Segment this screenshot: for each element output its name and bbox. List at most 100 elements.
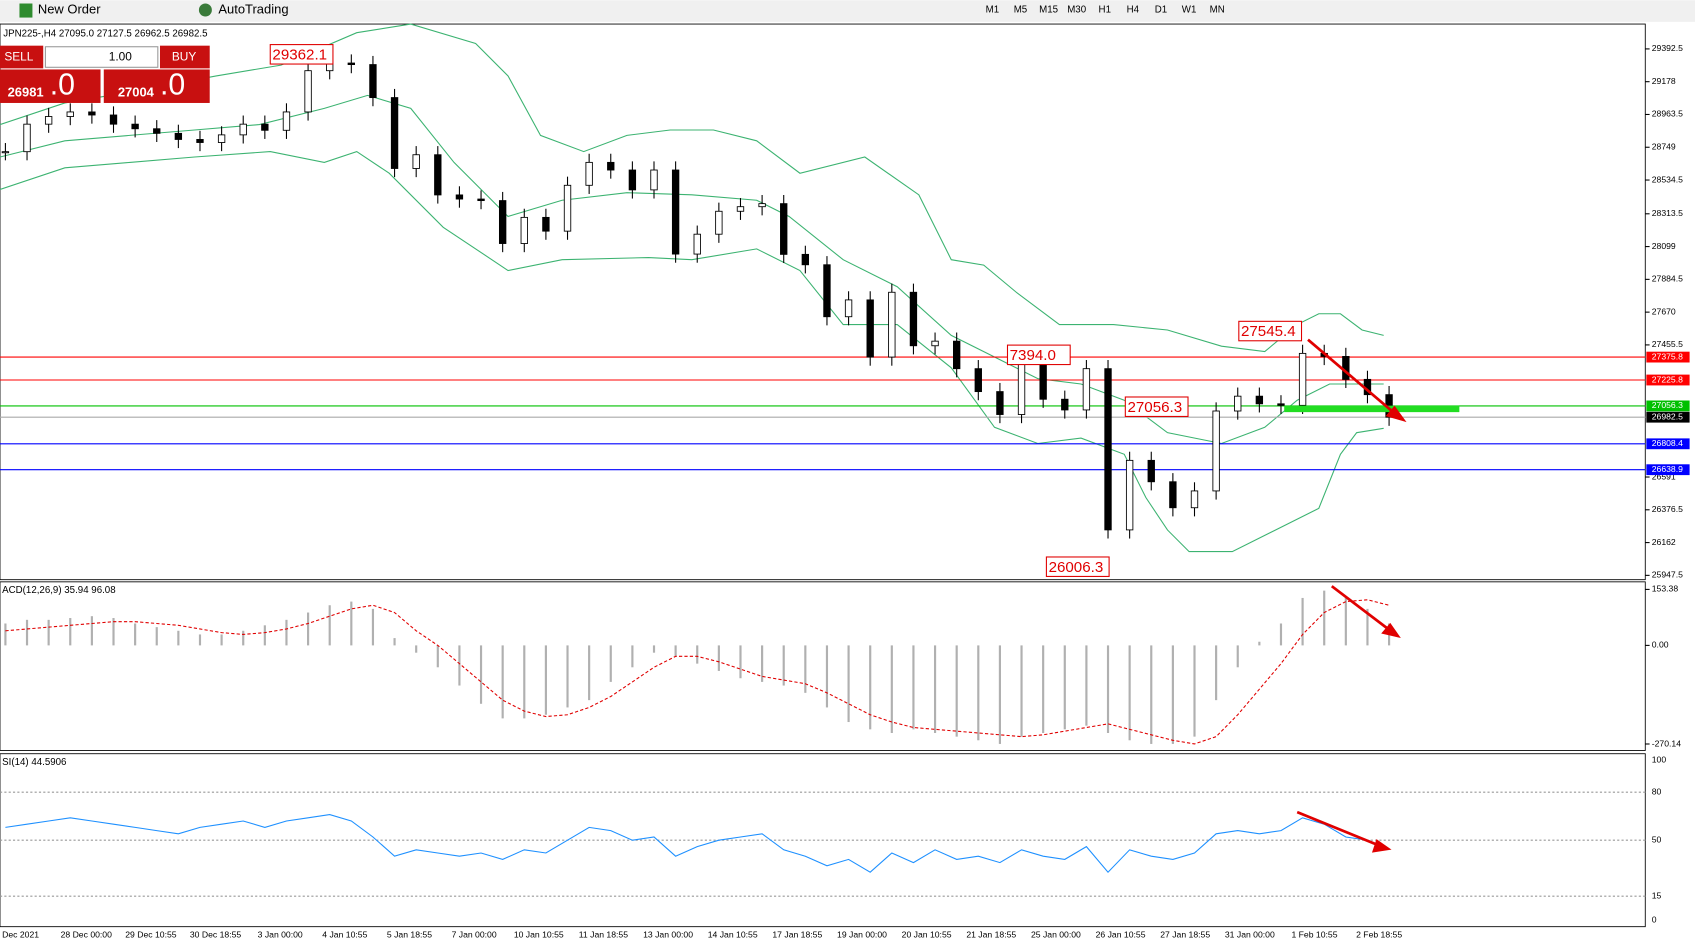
candle-body	[131, 123, 139, 130]
annotation-box	[1238, 320, 1303, 342]
time-label: 5 Jan 18:55	[387, 930, 432, 940]
time-label: 4 Jan 10:55	[322, 930, 367, 940]
lot-input[interactable]	[44, 46, 159, 68]
time-label: 14 Jan 10:55	[708, 930, 758, 940]
price-pane	[0, 23, 1646, 581]
timeframe-button[interactable]: M15	[1039, 5, 1058, 16]
time-label: 20 Jan 10:55	[902, 930, 952, 940]
macd-histogram-bar	[890, 645, 893, 733]
macd-histogram-bar	[1063, 645, 1066, 730]
timeframe-button[interactable]: MN	[1210, 5, 1225, 16]
macd-histogram-bar	[371, 608, 375, 646]
candle-body	[412, 154, 420, 169]
y-tick-label: 27884.5	[1652, 274, 1683, 284]
timeframe-button[interactable]: W1	[1182, 5, 1197, 16]
macd-histogram-bar	[1258, 641, 1261, 646]
price-level-label: 27225.8	[1652, 374, 1683, 384]
price-level-label: 26982.5	[1652, 411, 1683, 421]
arrow-head	[1381, 622, 1401, 639]
y-tick-label: 28534.5	[1652, 174, 1683, 184]
y-tick-label: 26162	[1652, 537, 1676, 547]
macd-histogram-bar	[1042, 645, 1045, 733]
macd-histogram-bar	[479, 645, 483, 704]
lot-value[interactable]: 1.00	[109, 50, 133, 64]
candle-body	[585, 161, 593, 186]
macd-histogram-bar	[47, 619, 50, 646]
candle-body	[282, 111, 291, 131]
macd-histogram-bar	[825, 645, 829, 708]
sell-button[interactable]	[0, 45, 44, 69]
new-order-button[interactable]: New Order	[38, 1, 101, 16]
candle-body	[369, 64, 377, 99]
candle-body	[758, 203, 766, 208]
timeframe-button[interactable]: H4	[1127, 5, 1140, 16]
y-tick-label: 50	[1652, 834, 1662, 844]
macd-histogram-bar	[761, 645, 764, 682]
timeframe-button[interactable]: M5	[1014, 5, 1028, 16]
timeframe-button[interactable]: D1	[1155, 5, 1167, 16]
macd-histogram-bar	[1085, 645, 1088, 726]
timeframe-button[interactable]: M30	[1067, 5, 1087, 16]
candle-body	[801, 253, 810, 266]
buy-price-box[interactable]	[103, 69, 210, 103]
macd-histogram-bar	[285, 619, 288, 646]
price-annotation: 26006.3	[1049, 559, 1104, 576]
macd-histogram-bar	[220, 634, 223, 646]
time-label: 2 Feb 18:55	[1356, 930, 1402, 940]
price-annotation: 27545.4	[1241, 323, 1296, 340]
price-level-tag	[1646, 411, 1690, 423]
sell-label[interactable]: SELL	[4, 50, 33, 64]
y-tick-label: 25947.5	[1652, 570, 1683, 580]
time-label: 11 Jan 18:55	[579, 930, 628, 940]
new-order-icon[interactable]	[19, 3, 33, 18]
candle-body	[88, 111, 96, 116]
autotrading-icon[interactable]	[198, 3, 212, 17]
annotation-box	[1124, 396, 1189, 417]
candle-body	[974, 368, 982, 393]
buy-button[interactable]	[159, 45, 210, 69]
sell-price-box[interactable]	[0, 69, 101, 103]
autotrading-button[interactable]: AutoTrading	[218, 1, 288, 16]
macd-histogram-bar	[544, 645, 547, 715]
macd-histogram-bar	[4, 623, 7, 646]
time-label: 26 Jan 10:55	[1096, 930, 1146, 940]
candle-body	[607, 161, 615, 171]
price-level-label: 26638.9	[1652, 464, 1683, 474]
macd-histogram-bar	[328, 605, 331, 646]
macd-histogram-bar	[998, 645, 1002, 744]
price-level-label: 26808.4	[1652, 438, 1683, 448]
buy-label[interactable]: BUY	[172, 50, 196, 64]
candle-body	[1147, 459, 1155, 483]
candle-body	[736, 206, 745, 212]
time-label: 17 Jan 18:55	[772, 930, 822, 940]
candle-body	[217, 134, 226, 143]
y-tick-label: 28313.5	[1652, 208, 1683, 218]
buy-price-fraction: .0	[160, 69, 185, 102]
candle-body	[715, 210, 723, 235]
trade-panel: SELL 1.00 BUY 26981 .0 27004 .0	[0, 45, 210, 103]
macd-histogram-bar	[523, 645, 526, 719]
candle-body	[931, 340, 939, 347]
macd-histogram-bar	[674, 645, 677, 657]
candle-body	[780, 203, 788, 255]
macd-histogram-bar	[912, 645, 915, 730]
timeframe-button[interactable]: H1	[1099, 5, 1111, 16]
y-tick-label: 29392.5	[1652, 43, 1683, 53]
macd-histogram-bar	[242, 630, 245, 646]
arrow-head	[1371, 839, 1392, 853]
candle-body	[628, 169, 637, 191]
macd-histogram-bar	[631, 645, 634, 668]
time-label: Dec 2021	[2, 930, 39, 940]
price-level-label: 27375.8	[1652, 351, 1683, 361]
candle-body	[1212, 410, 1220, 492]
macd-histogram-bar	[1215, 645, 1218, 701]
macd-histogram-bar	[717, 645, 720, 671]
candle-body	[455, 194, 464, 200]
bollinger-upper	[0, 23, 1384, 353]
macd-pane	[0, 581, 1646, 751]
marks: 29392.5 29178 28963.5 28749 28534.5 28313.5 28…	[0, 43, 1690, 940]
candle-body	[909, 291, 918, 347]
timeframe-button[interactable]: M1	[986, 5, 1000, 16]
macd-histogram-bar	[25, 619, 29, 646]
